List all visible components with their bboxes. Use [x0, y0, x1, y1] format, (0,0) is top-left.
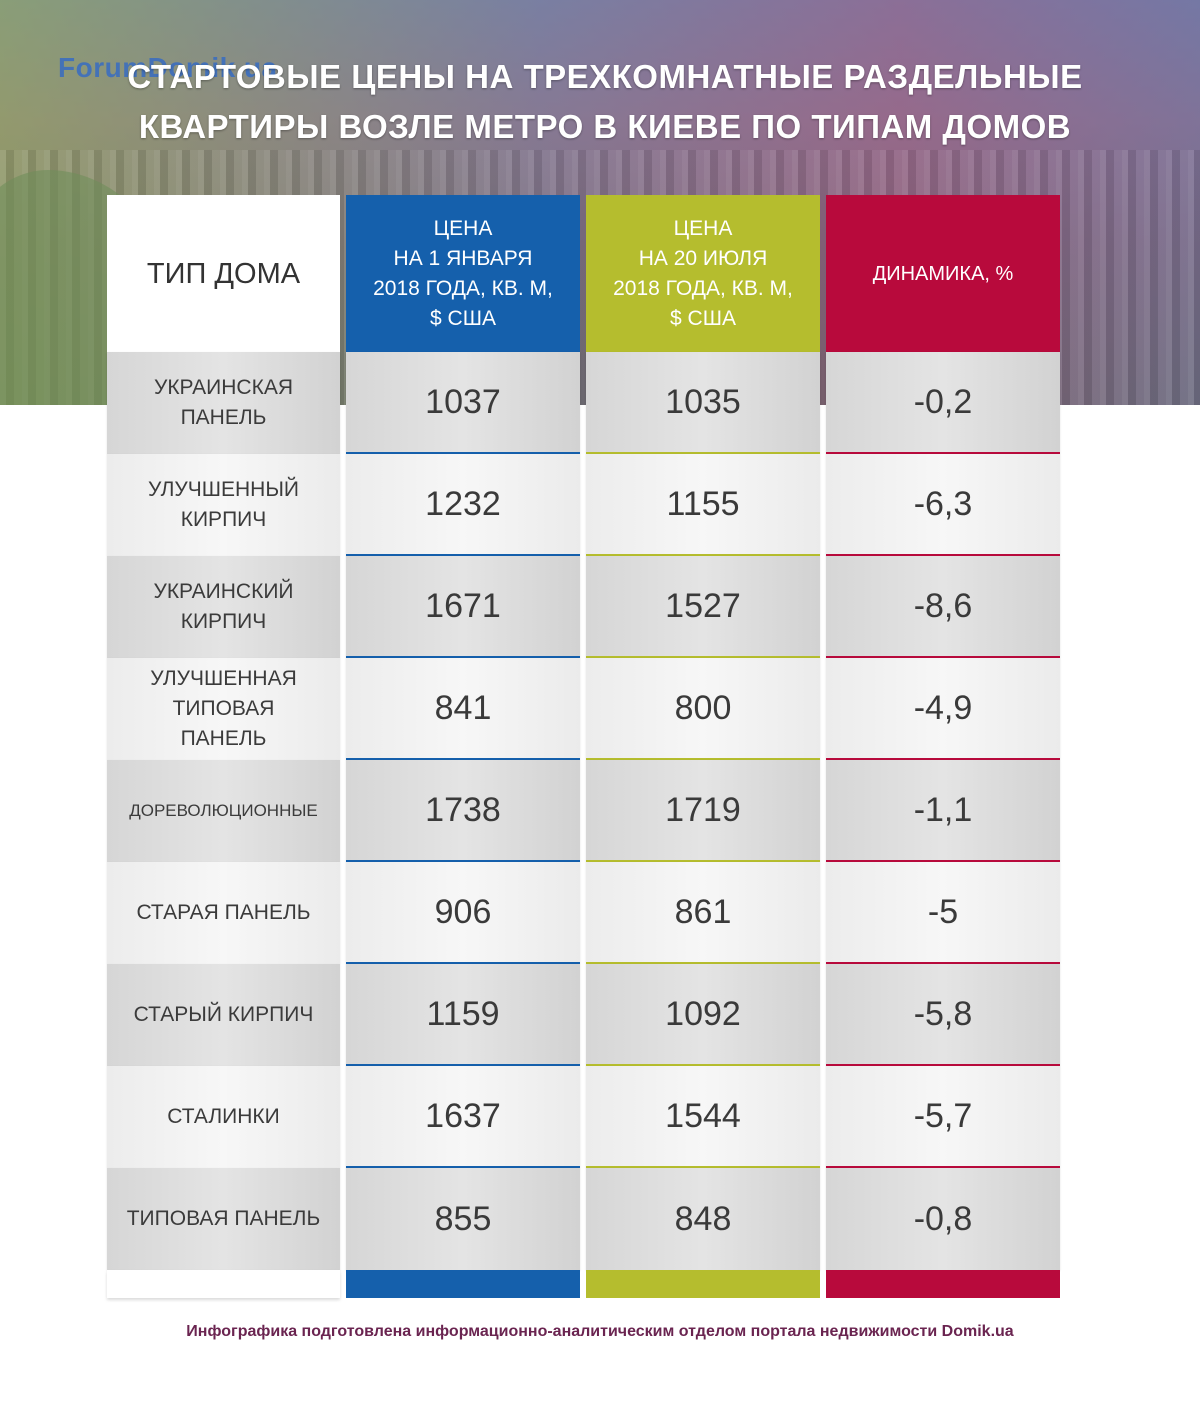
house-type-cells: УКРАИНСКАЯ ПАНЕЛЬ УЛУЧШЕННЫЙ КИРПИЧ УКРАИН… [107, 352, 340, 1270]
footer-bar-jul [586, 1270, 820, 1298]
dynamics-cell: -0,8 [826, 1168, 1060, 1270]
price-jan-cell: 1232 [346, 454, 580, 556]
price-jan-cell-text: 1637 [425, 1096, 501, 1135]
price-jan-cell: 841 [346, 658, 580, 760]
price-jul-cell: 1092 [586, 964, 820, 1066]
dynamics-cell-text: -8,6 [913, 586, 973, 625]
column-dynamics: ДИНАМИКА, % -0,2 -6,3 -8,6 -4,9 -1,1 -5 -5,8 -5… [826, 195, 1060, 1298]
price-jul-cell-text: 1544 [665, 1096, 741, 1135]
dynamics-cells: -0,2 -6,3 -8,6 -4,9 -1,1 -5 -5,8 -5,7 -0,8 [826, 352, 1060, 1270]
house-type-cell: ДОРЕВОЛЮЦИОННЫЕ [107, 760, 340, 862]
dynamics-cell-text: -0,2 [913, 382, 973, 421]
price-jan-cell-text: 841 [434, 688, 492, 727]
price-jul-cells: 1035 1155 1527 800 1719 861 1092 1544 848 [586, 352, 820, 1270]
price-jul-cell: 848 [586, 1168, 820, 1270]
price-jul-cell: 1719 [586, 760, 820, 862]
dynamics-cell: -1,1 [826, 760, 1060, 862]
dynamics-cell: -5,8 [826, 964, 1060, 1066]
price-jul-cell: 1527 [586, 556, 820, 658]
house-type-cell: СТАРЫЙ КИРПИЧ [107, 964, 340, 1066]
price-jan-cell: 1671 [346, 556, 580, 658]
price-jul-cell-text: 861 [674, 892, 732, 931]
price-jul-cell: 861 [586, 862, 820, 964]
house-type-cell-text: УКРАИНСКИЙ КИРПИЧ [153, 580, 294, 633]
price-jan-cell-text: 1738 [425, 790, 501, 829]
dynamics-cell-text: -4,9 [913, 688, 973, 727]
dynamics-cell: -6,3 [826, 454, 1060, 556]
dynamics-cell: -5,7 [826, 1066, 1060, 1168]
header-house-type: ТИП ДОМА [107, 195, 340, 352]
dynamics-cell: -5 [826, 862, 1060, 964]
house-type-cell-text: УЛУЧШЕННЫЙ КИРПИЧ [147, 478, 300, 531]
price-jan-cell-text: 1232 [425, 484, 501, 523]
footer-bar-dyn [826, 1270, 1060, 1298]
price-jan-cell: 855 [346, 1168, 580, 1270]
price-jul-cell: 1035 [586, 352, 820, 454]
house-type-cell: УЛУЧШЕННЫЙ КИРПИЧ [107, 454, 340, 556]
column-price-jul: ЦЕНА НА 20 ИЮЛЯ 2018 ГОДА, КВ. М, $ США … [586, 195, 820, 1298]
header-price-jan: ЦЕНА НА 1 ЯНВАРЯ 2018 ГОДА, КВ. М, $ США [346, 195, 580, 352]
header-price-jul: ЦЕНА НА 20 ИЮЛЯ 2018 ГОДА, КВ. М, $ США [586, 195, 820, 352]
header-price-jan-label: ЦЕНА НА 1 ЯНВАРЯ 2018 ГОДА, КВ. М, $ США [373, 216, 553, 330]
house-type-cell-text: СТАЛИНКИ [167, 1105, 280, 1128]
price-jan-cell: 1159 [346, 964, 580, 1066]
column-price-jan: ЦЕНА НА 1 ЯНВАРЯ 2018 ГОДА, КВ. М, $ США… [346, 195, 580, 1298]
price-jan-cell-text: 855 [434, 1199, 492, 1238]
price-jul-cell-text: 1155 [666, 484, 740, 523]
footer-bar-jan [346, 1270, 580, 1298]
price-jul-cell-text: 1527 [665, 586, 741, 625]
price-jan-cell: 1738 [346, 760, 580, 862]
price-jan-cell: 1637 [346, 1066, 580, 1168]
title-line-1: СТАРТОВЫЕ ЦЕНЫ НА ТРЕХКОМНАТНЫЕ РАЗДЕЛЬН… [127, 58, 1083, 95]
dynamics-cell: -0,2 [826, 352, 1060, 454]
price-jul-cell-text: 1092 [665, 994, 741, 1033]
price-jul-cell-text: 800 [674, 688, 732, 727]
house-type-cell: ТИПОВАЯ ПАНЕЛЬ [107, 1168, 340, 1270]
dynamics-cell: -4,9 [826, 658, 1060, 760]
house-type-cell-text: УКРАИНСКАЯ ПАНЕЛЬ [153, 376, 293, 429]
house-type-cell: СТАРАЯ ПАНЕЛЬ [107, 862, 340, 964]
dynamics-cell-text: -6,3 [913, 484, 973, 523]
house-type-cell-text: СТАРЫЙ КИРПИЧ [133, 1003, 314, 1026]
price-jan-cells: 1037 1232 1671 841 1738 906 1159 1637 855 [346, 352, 580, 1270]
price-jul-cell-text: 848 [674, 1199, 732, 1238]
house-type-cell: УЛУЧШЕННАЯ ТИПОВАЯ ПАНЕЛЬ [107, 658, 340, 760]
price-jul-cell-text: 1035 [665, 382, 741, 421]
dynamics-cell-text: -1,1 [913, 790, 973, 829]
price-jul-cell: 1155 [586, 454, 820, 556]
house-type-cell-text: УЛУЧШЕННАЯ ТИПОВАЯ ПАНЕЛЬ [150, 667, 297, 750]
house-type-cell: УКРАИНСКАЯ ПАНЕЛЬ [107, 352, 340, 454]
footer-note: Инфографика подготовлена информационно-а… [186, 1323, 1014, 1340]
dynamics-cell-text: -5 [927, 892, 959, 931]
house-type-cell: СТАЛИНКИ [107, 1066, 340, 1168]
dynamics-cell-text: -0,8 [913, 1199, 973, 1238]
dynamics-cell: -8,6 [826, 556, 1060, 658]
price-jan-cell: 1037 [346, 352, 580, 454]
price-jul-cell: 1544 [586, 1066, 820, 1168]
footer-bar-house-type [107, 1270, 340, 1298]
page-title: СТАРТОВЫЕ ЦЕНЫ НА ТРЕХКОМНАТНЫЕ РАЗДЕЛЬН… [90, 52, 1120, 152]
price-jan-cell-text: 1671 [425, 586, 501, 625]
price-jan-cell: 906 [346, 862, 580, 964]
house-type-cell-text: ДОРЕВОЛЮЦИОННЫЕ [129, 801, 318, 820]
price-jul-cell-text: 1719 [665, 790, 741, 829]
house-type-cell-text: ТИПОВАЯ ПАНЕЛЬ [126, 1207, 321, 1230]
header-dynamics: ДИНАМИКА, % [826, 195, 1060, 352]
title-line-2: КВАРТИРЫ ВОЗЛЕ МЕТРО В КИЕВЕ ПО ТИПАМ ДО… [138, 108, 1072, 145]
dynamics-cell-text: -5,7 [913, 1096, 973, 1135]
price-jul-cell: 800 [586, 658, 820, 760]
column-house-type: ТИП ДОМА УКРАИНСКАЯ ПАНЕЛЬ УЛУЧШЕННЫЙ КИР… [107, 195, 340, 1298]
header-price-jul-label: ЦЕНА НА 20 ИЮЛЯ 2018 ГОДА, КВ. М, $ США [613, 216, 793, 330]
price-jan-cell-text: 906 [434, 892, 492, 931]
house-type-cell: УКРАИНСКИЙ КИРПИЧ [107, 556, 340, 658]
price-jan-cell-text: 1159 [426, 994, 500, 1033]
price-jan-cell-text: 1037 [425, 382, 501, 421]
dynamics-cell-text: -5,8 [913, 994, 973, 1033]
watermark-logo: ForumDomik.ua [58, 52, 278, 83]
house-type-cell-text: СТАРАЯ ПАНЕЛЬ [136, 901, 311, 924]
